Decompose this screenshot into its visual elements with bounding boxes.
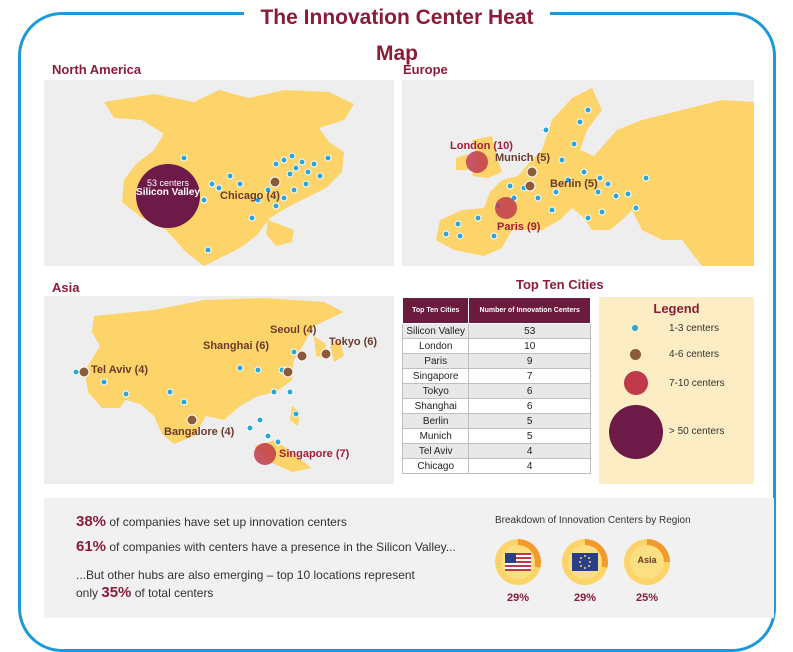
berlin-label: Berlin (5) — [550, 178, 598, 190]
top-ten-heading: Top Ten Cities — [516, 277, 604, 292]
bangalore-label: Bangalore (4) — [164, 426, 235, 438]
city-cell: Singapore — [401, 368, 470, 384]
page-title: The Innovation Center Heat Map — [244, 0, 550, 65]
city-cell: Chicago — [401, 458, 470, 474]
stat-line-3b: only 35% of total centers — [76, 584, 213, 601]
city-cell: Berlin — [401, 413, 470, 429]
eu-flag-icon — [572, 553, 598, 571]
count-cell: 6 — [468, 383, 591, 399]
legend-dot-medium — [630, 349, 641, 360]
stat-3-pre: only — [76, 586, 102, 600]
silicon-valley-name: Silicon Valley — [136, 187, 200, 198]
stat-1-pct: 38% — [76, 513, 107, 530]
paris-label: Paris (9) — [497, 221, 541, 233]
donut-asia: Asia — [624, 539, 670, 585]
top-ten-body: Silicon Valley 53 London 10 Paris 9 Singapore 7… — [401, 323, 591, 474]
legend-item-2: 4-6 centers — [669, 349, 720, 360]
stat-3-pct: 35% — [101, 584, 132, 601]
table-row: Singapore 7 — [401, 368, 591, 384]
top-ten-table: Top Ten Cities Number of Innovation Cent… — [401, 297, 591, 474]
stat-line-1: 38% of companies have set up innovation … — [76, 513, 347, 530]
chicago-label: Chicago (4) — [220, 190, 280, 202]
table-row: Tokyo 6 — [401, 383, 591, 399]
north-america-map: 53 centers Silicon Valley Chicago (4) — [44, 80, 394, 266]
europe-dots — [442, 106, 650, 240]
city-cell: Tel Aviv — [401, 443, 470, 459]
singapore-label: Singapore (7) — [279, 448, 350, 460]
us-flag-icon — [505, 553, 531, 571]
legend-item-4: > 50 centers — [669, 426, 725, 437]
city-cell: Silicon Valley — [401, 323, 470, 339]
table-row: Tel Aviv 4 — [401, 443, 591, 459]
donut-europe — [562, 539, 608, 585]
tokyo-label: Tokyo (6) — [329, 336, 378, 348]
city-cell: Munich — [401, 428, 470, 444]
stat-3-post: of total centers — [131, 586, 214, 600]
europe-map: London (10) Munich (5) Berlin (5) Paris … — [402, 80, 754, 266]
legend-dot-small — [632, 325, 638, 331]
munich-label: Munich (5) — [495, 152, 550, 164]
stat-1-text: of companies have set up innovation cent… — [106, 515, 347, 529]
north-america-dots — [180, 152, 332, 254]
stat-line-3a: ...But other hubs are also emerging – to… — [76, 568, 415, 582]
table-row: Chicago 4 — [401, 458, 591, 474]
count-cell: 5 — [468, 428, 591, 444]
top-ten-col-count: Number of Innovation Centers — [468, 297, 591, 324]
donut-north-america — [495, 539, 541, 585]
donut-2-pct: 29% — [574, 592, 597, 604]
city-cell: London — [401, 338, 470, 354]
legend-item-3: 7-10 centers — [669, 378, 725, 389]
count-cell: 4 — [468, 458, 591, 474]
breakdown-title: Breakdown of Innovation Centers by Regio… — [495, 515, 691, 526]
north-america-label: North America — [52, 62, 142, 77]
silicon-valley-count: 53 centers — [146, 178, 190, 188]
shanghai-label: Shanghai (6) — [203, 340, 270, 352]
stat-2-text: of companies with centers have a presenc… — [106, 540, 456, 554]
city-cell: Paris — [401, 353, 470, 369]
seoul-label: Seoul (4) — [270, 324, 317, 336]
table-row: Berlin 5 — [401, 413, 591, 429]
london-label: London (10) — [450, 140, 513, 152]
table-row: Silicon Valley 53 — [401, 323, 591, 339]
top-ten-col-city: Top Ten Cities — [401, 297, 470, 324]
stat-line-2: 61% of companies with centers have a pre… — [76, 538, 456, 555]
legend-item-1: 1-3 centers — [669, 323, 720, 334]
stat-2-pct: 61% — [76, 538, 107, 555]
asia-label: Asia — [52, 280, 80, 295]
count-cell: 4 — [468, 443, 591, 459]
legend-dot-xlarge — [609, 405, 663, 459]
count-cell: 6 — [468, 398, 591, 414]
table-row: London 10 — [401, 338, 591, 354]
asia-map: Seoul (4) Tokyo (6) Shanghai (6) Tel Avi… — [44, 296, 394, 484]
donut-asia-label: Asia — [637, 555, 657, 565]
table-row: Munich 5 — [401, 428, 591, 444]
count-cell: 53 — [468, 323, 591, 339]
count-cell: 5 — [468, 413, 591, 429]
legend: Legend 1-3 centers 4-6 centers 7-10 cent… — [599, 297, 754, 484]
table-row: Paris 9 — [401, 353, 591, 369]
count-cell: 10 — [468, 338, 591, 354]
asia-dots — [72, 348, 332, 465]
donut-3-pct: 25% — [636, 592, 659, 604]
legend-dot-large — [624, 371, 648, 395]
city-cell: Shanghai — [401, 398, 470, 414]
table-row: Shanghai 6 — [401, 398, 591, 414]
city-cell: Tokyo — [401, 383, 470, 399]
legend-title: Legend — [653, 301, 700, 316]
europe-label: Europe — [403, 62, 448, 77]
tel-aviv-label: Tel Aviv (4) — [91, 364, 149, 376]
count-cell: 7 — [468, 368, 591, 384]
donut-1-pct: 29% — [507, 592, 530, 604]
count-cell: 9 — [468, 353, 591, 369]
silicon-valley-bubble: 53 centers Silicon Valley — [136, 164, 200, 228]
